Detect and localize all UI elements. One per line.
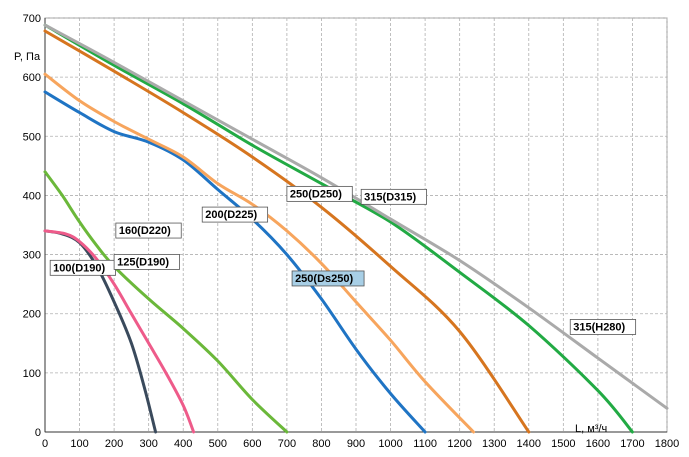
series-label-7: 315(H280)	[569, 319, 637, 335]
series-label-box	[291, 270, 365, 287]
y-axis-label: P, Па	[14, 51, 41, 63]
y-tick-label: 0	[35, 427, 41, 439]
x-tick-label: 1800	[655, 438, 679, 450]
x-tick-label: 1400	[517, 438, 541, 450]
x-tick-label: 1100	[413, 438, 437, 450]
y-tick-label: 100	[23, 368, 41, 380]
series-line-1	[43, 229, 196, 434]
x-tick-label: 900	[347, 438, 365, 450]
x-tick-label: 300	[139, 438, 157, 450]
series-line-4	[43, 72, 475, 434]
series-label-1: 125(D190)	[113, 253, 180, 270]
series-line-3	[43, 90, 427, 434]
x-tick-label: 1200	[447, 438, 471, 450]
y-tick-label: 300	[23, 250, 41, 262]
series-label-0: 100(D190)	[49, 259, 116, 276]
series-label-box	[115, 222, 182, 239]
series-line-7	[43, 23, 669, 410]
series-label-text: 160(D220)	[119, 225, 171, 237]
x-tick-label: 200	[105, 438, 123, 450]
y-tick-label: 700	[23, 13, 41, 25]
x-tick-label: 1500	[551, 438, 575, 450]
series-label-box	[201, 206, 269, 223]
series-label-box	[360, 188, 427, 205]
y-tick-label: 500	[23, 131, 41, 143]
x-tick-label: 1000	[378, 438, 402, 450]
series-label-box	[569, 319, 637, 335]
series-label-text: 125(D190)	[117, 256, 169, 268]
x-tick-label: 1700	[620, 438, 644, 450]
y-tick-label: 200	[23, 309, 41, 321]
series-label-text: 250(D250)	[290, 188, 342, 200]
x-tick-label: 700	[278, 438, 296, 450]
x-tick-label: 500	[209, 438, 227, 450]
x-tick-label: 800	[312, 438, 330, 450]
series-label-text: 315(D315)	[364, 191, 416, 203]
series-label-6: 315(D315)	[360, 188, 427, 205]
series-label-box	[286, 185, 353, 202]
y-tick-label: 600	[23, 72, 41, 84]
series-label-text: 250(Ds250)	[295, 273, 353, 285]
series-label-5: 250(D250)	[286, 185, 353, 202]
x-tick-label: 400	[174, 438, 192, 450]
series-label-box	[113, 253, 180, 270]
series-line-2	[43, 170, 289, 434]
series-label-2: 160(D220)	[115, 222, 182, 239]
series-label-text: 100(D190)	[53, 262, 105, 274]
x-tick-label: 1600	[586, 438, 610, 450]
x-tick-label: 600	[243, 438, 261, 450]
x-tick-label: 1300	[482, 438, 506, 450]
x-axis-label: L, м³/ч	[575, 423, 607, 435]
series-line-6	[43, 23, 634, 434]
y-tick-label: 400	[23, 190, 41, 202]
chart-series-labels: 100(D190) 125(D190) 160(D220) 200(D225) 250(…	[49, 185, 637, 335]
series-label-3: 200(D225)	[201, 206, 269, 223]
series-label-text: 200(D225)	[205, 209, 257, 221]
series-label-text: 315(H280)	[573, 321, 625, 333]
x-tick-label: 100	[70, 438, 88, 450]
series-label-4: 250(Ds250)	[291, 270, 365, 287]
chart-series	[43, 23, 669, 434]
chart-ticks: 0 100 200 300 400 500 600 700 800 900 1000 1100 1200…	[23, 13, 680, 450]
x-tick-label: 0	[42, 438, 48, 450]
